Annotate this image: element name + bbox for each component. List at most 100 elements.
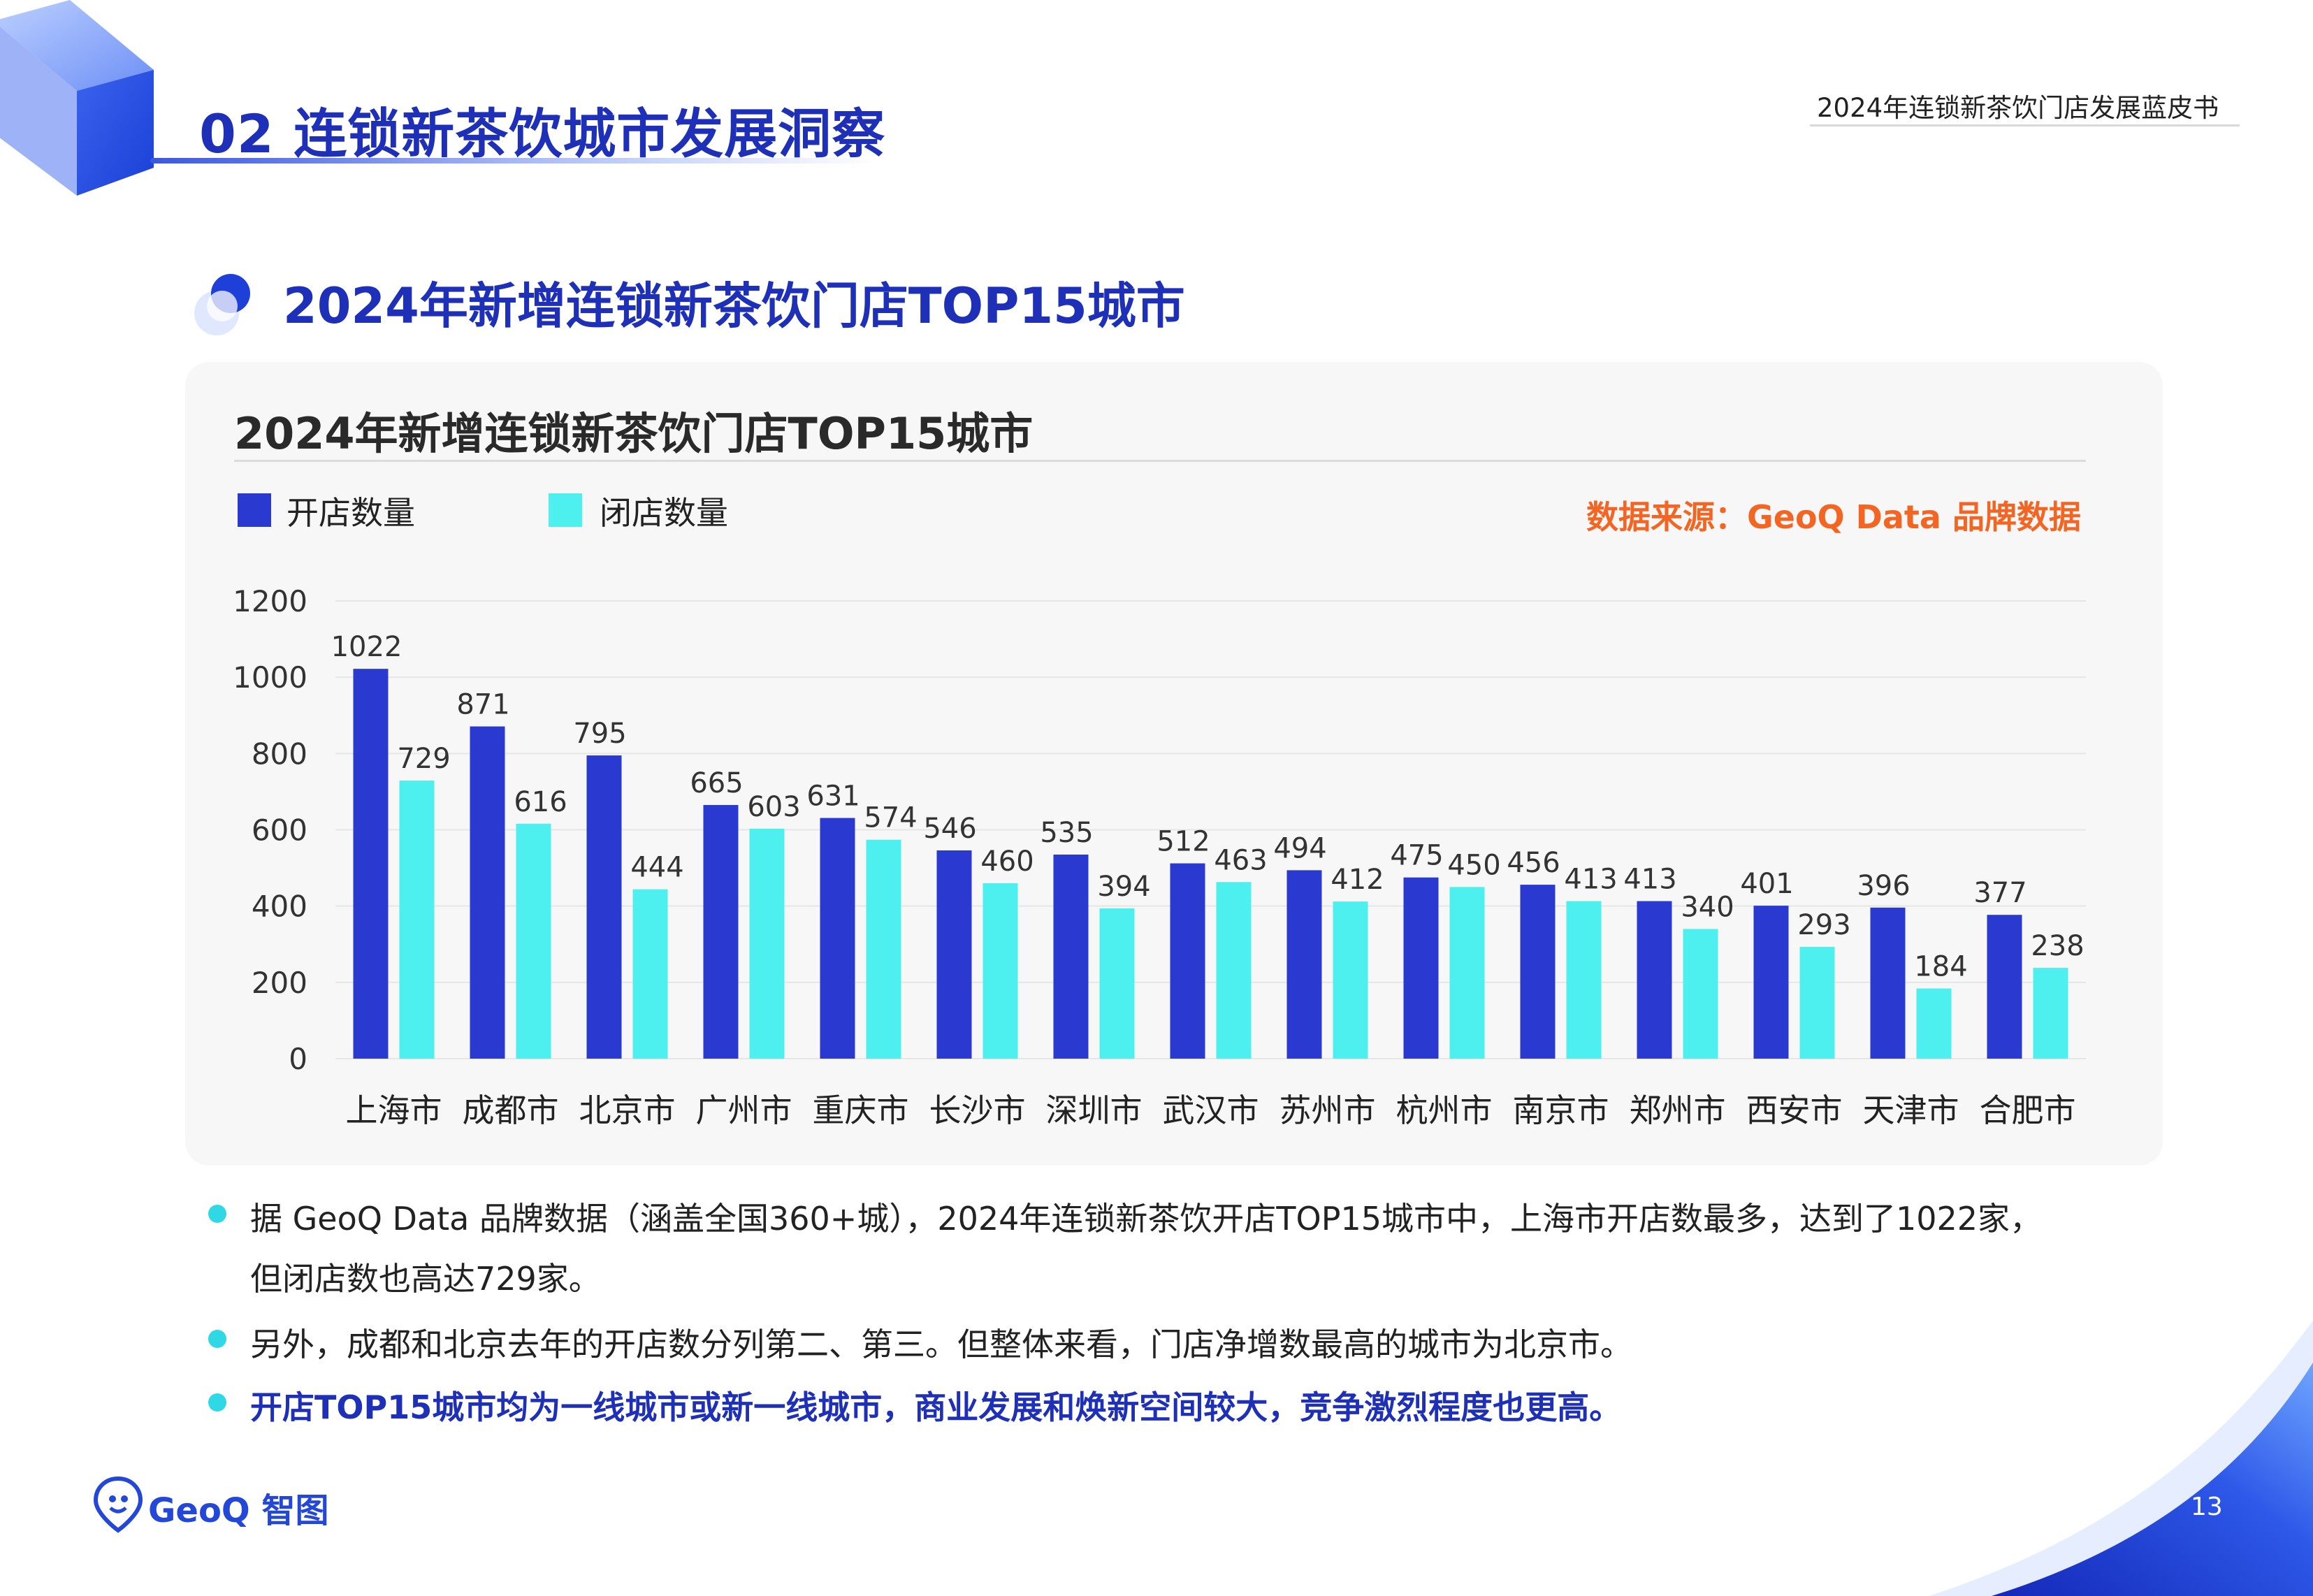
document-title: 2024年连锁新茶饮门店发展蓝皮书 [1817, 93, 2219, 123]
note-paragraph-1-line-1: 据 GeoQ Data 品牌数据（涵盖全国360+城），2024年连锁新茶饮开店… [250, 1200, 2043, 1238]
bar-open [1170, 863, 1205, 1059]
x-tick-label: 武汉市 [1163, 1091, 1259, 1129]
bar-open [1753, 906, 1789, 1059]
bar-open [1637, 901, 1672, 1059]
x-tick-label: 重庆市 [813, 1091, 909, 1129]
note-bullet [208, 1205, 226, 1223]
data-label: 401 [1740, 868, 1793, 900]
bar-open [1286, 870, 1322, 1059]
data-label: 729 [397, 743, 450, 775]
y-tick-label: 0 [289, 1042, 307, 1076]
data-label: 413 [1564, 864, 1617, 896]
data-label: 293 [1797, 909, 1850, 941]
y-tick-label: 600 [252, 813, 307, 848]
x-tick-label: 广州市 [696, 1091, 792, 1129]
x-tick-label: 成都市 [463, 1091, 559, 1129]
data-label: 413 [1623, 864, 1676, 896]
bar-open [936, 850, 972, 1059]
bar-close [749, 828, 785, 1059]
data-label: 463 [1214, 844, 1267, 876]
data-label: 450 [1447, 849, 1500, 881]
bar-open [1403, 877, 1439, 1059]
data-label: 1022 [331, 631, 403, 663]
bar-open [353, 669, 389, 1059]
bar-open [1053, 854, 1089, 1059]
data-label: 494 [1273, 832, 1326, 864]
data-label: 340 [1681, 891, 1734, 923]
data-label: 535 [1040, 817, 1093, 849]
note-paragraph-3: 开店TOP15城市均为一线城市或新一线城市，商业发展和焕新空间较大，竞争激烈程度… [250, 1388, 1622, 1426]
data-source-label: 数据来源：GeoQ Data 品牌数据 [1586, 498, 2081, 536]
x-tick-label: 长沙市 [929, 1091, 1026, 1129]
bar-close [399, 781, 435, 1059]
subtitle-bullet-icon [194, 274, 250, 335]
data-label: 238 [2031, 930, 2084, 962]
data-label: 184 [1914, 951, 1967, 983]
bar-close [1566, 901, 1602, 1059]
bar-close [1799, 947, 1835, 1059]
data-label: 631 [806, 781, 860, 813]
bar-close [2033, 968, 2068, 1059]
geoq-logo-text: GeoQ 智图 [148, 1491, 329, 1530]
bar-open [703, 805, 739, 1059]
x-tick-label: 上海市 [346, 1091, 442, 1129]
bar-open [820, 818, 855, 1059]
data-label: 546 [923, 813, 976, 845]
section-title-underline [150, 158, 877, 164]
note-bullet [208, 1393, 226, 1412]
note-paragraph-1-line-2: 但闭店数也高达729家。 [250, 1260, 601, 1298]
bar-close [1449, 887, 1485, 1059]
bar-chart: 0 200 400 600 800 1000 1200 1022 729 上海市 871 616 成都市… [233, 584, 2086, 1129]
bar-close [1216, 882, 1252, 1059]
x-tick-label: 合肥市 [1980, 1091, 2076, 1129]
slide-subtitle: 2024年新增连锁新茶饮门店TOP15城市 [283, 277, 1185, 335]
data-label: 412 [1330, 864, 1384, 896]
bar-close [983, 883, 1018, 1059]
chart-title: 2024年新增连锁新茶饮门店TOP15城市 [234, 408, 1034, 459]
note-bullet [208, 1330, 226, 1348]
y-tick-label: 400 [252, 890, 307, 924]
x-tick-label: 苏州市 [1279, 1091, 1376, 1129]
data-label: 377 [1973, 877, 2026, 909]
geoq-logo-icon [93, 1476, 143, 1533]
y-tick-label: 1200 [233, 584, 307, 618]
document-title-rule [1810, 124, 2240, 126]
data-label: 456 [1507, 847, 1560, 879]
decorative-cube [0, 0, 154, 196]
bar-open [1987, 915, 2022, 1059]
data-label: 460 [980, 846, 1034, 878]
bar-open [1870, 907, 1906, 1059]
section-title: 02 连锁新茶饮城市发展洞察 [199, 103, 886, 165]
bar-close [632, 889, 668, 1059]
data-label: 396 [1857, 870, 1910, 902]
data-label: 665 [690, 767, 743, 799]
data-label: 603 [747, 791, 800, 823]
note-paragraph-2: 另外，成都和北京去年的开店数分列第二、第三。但整体来看，门店净增数最高的城市为北… [250, 1326, 1632, 1363]
page-number: 13 [2191, 1493, 2223, 1521]
x-tick-label: 杭州市 [1396, 1091, 1493, 1129]
data-label: 475 [1390, 840, 1443, 872]
decorative-corner-wave [1929, 1321, 2313, 1596]
bar-close [866, 839, 901, 1059]
data-label: 512 [1156, 826, 1210, 858]
data-label: 444 [630, 852, 683, 884]
x-tick-label: 天津市 [1863, 1091, 1959, 1129]
data-label: 616 [514, 786, 567, 818]
data-label: 394 [1097, 871, 1150, 903]
bar-close [516, 823, 551, 1059]
y-tick-label: 200 [252, 966, 307, 1000]
bar-close [1099, 908, 1135, 1059]
bar-close [1916, 988, 1952, 1059]
y-tick-label: 1000 [233, 660, 307, 695]
bar-close [1683, 929, 1718, 1059]
legend-swatch-open [238, 493, 271, 527]
data-label: 871 [456, 689, 509, 721]
x-tick-label: 西安市 [1746, 1091, 1843, 1129]
data-label: 795 [573, 718, 626, 750]
bar-close [1333, 901, 1368, 1059]
legend-label-open: 开店数量 [287, 494, 415, 532]
bar-open [470, 726, 505, 1059]
y-tick-label: 800 [252, 737, 307, 771]
bar-open [586, 755, 622, 1059]
x-tick-label: 南京市 [1513, 1091, 1609, 1129]
